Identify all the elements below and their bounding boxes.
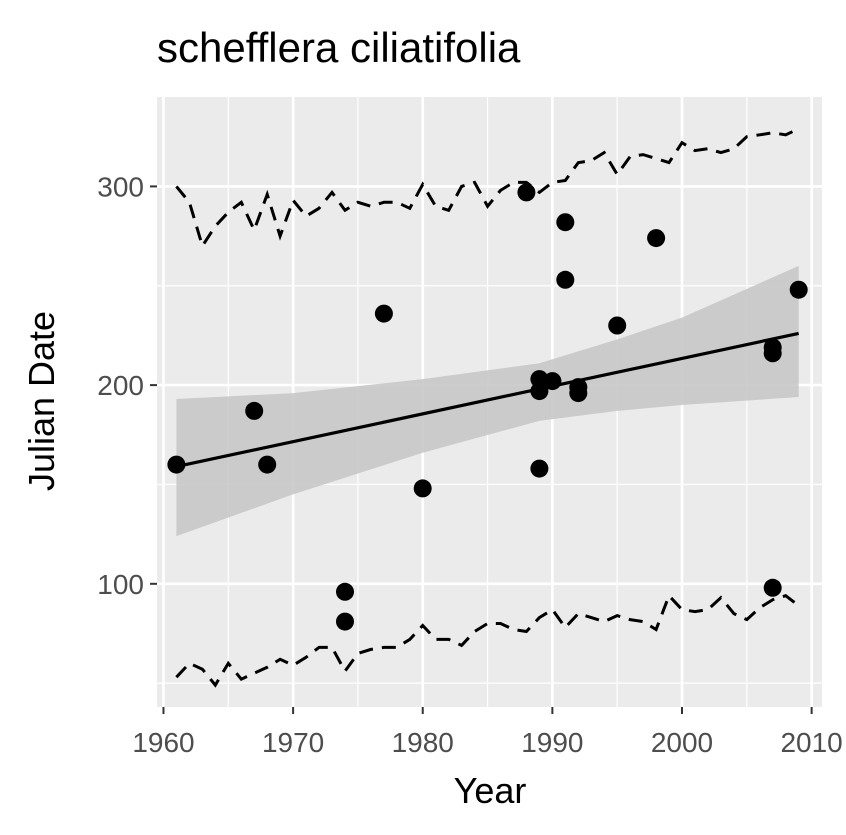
data-point: [517, 183, 536, 202]
data-point: [647, 229, 666, 248]
data-point: [763, 578, 782, 597]
data-point: [336, 582, 354, 601]
data-point: [530, 382, 549, 401]
x-axis-title: Year: [454, 770, 527, 811]
data-points: [167, 183, 808, 631]
y-tick-label: 200: [97, 370, 144, 401]
y-tick-label: 300: [97, 171, 144, 202]
data-point: [258, 455, 277, 474]
data-point: [556, 213, 575, 232]
data-point: [413, 479, 432, 498]
x-axis-ticks: 1960 1970 1980 1990 2000 2010: [132, 707, 843, 758]
trend-line: [176, 331, 800, 469]
trend-line-layer: [176, 331, 800, 469]
upper-dashed-line: [175, 127, 800, 250]
y-axis-ticks: 100 200 300: [97, 171, 157, 600]
data-point: [245, 401, 264, 420]
x-tick-label: 2000: [651, 727, 713, 758]
data-point: [530, 459, 549, 478]
lower-dashed-line: [175, 592, 800, 688]
chart-title: schefflera ciliatifolia: [157, 24, 521, 71]
data-point: [556, 270, 575, 289]
y-axis-title: Julian Date: [21, 311, 62, 491]
y-tick-label: 100: [97, 569, 144, 600]
data-point: [789, 280, 808, 299]
data-point: [543, 372, 562, 391]
x-tick-label: 1980: [392, 727, 454, 758]
x-tick-label: 1960: [132, 727, 194, 758]
data-point: [374, 304, 393, 323]
x-tick-label: 2010: [780, 727, 842, 758]
x-tick-label: 1970: [262, 727, 324, 758]
x-tick-label: 1990: [521, 727, 583, 758]
quantile-dashed-lines: [175, 127, 800, 688]
data-point: [167, 455, 186, 474]
data-point: [569, 384, 588, 403]
data-point: [336, 612, 354, 631]
data-point: [608, 316, 627, 335]
data-point: [763, 344, 782, 363]
